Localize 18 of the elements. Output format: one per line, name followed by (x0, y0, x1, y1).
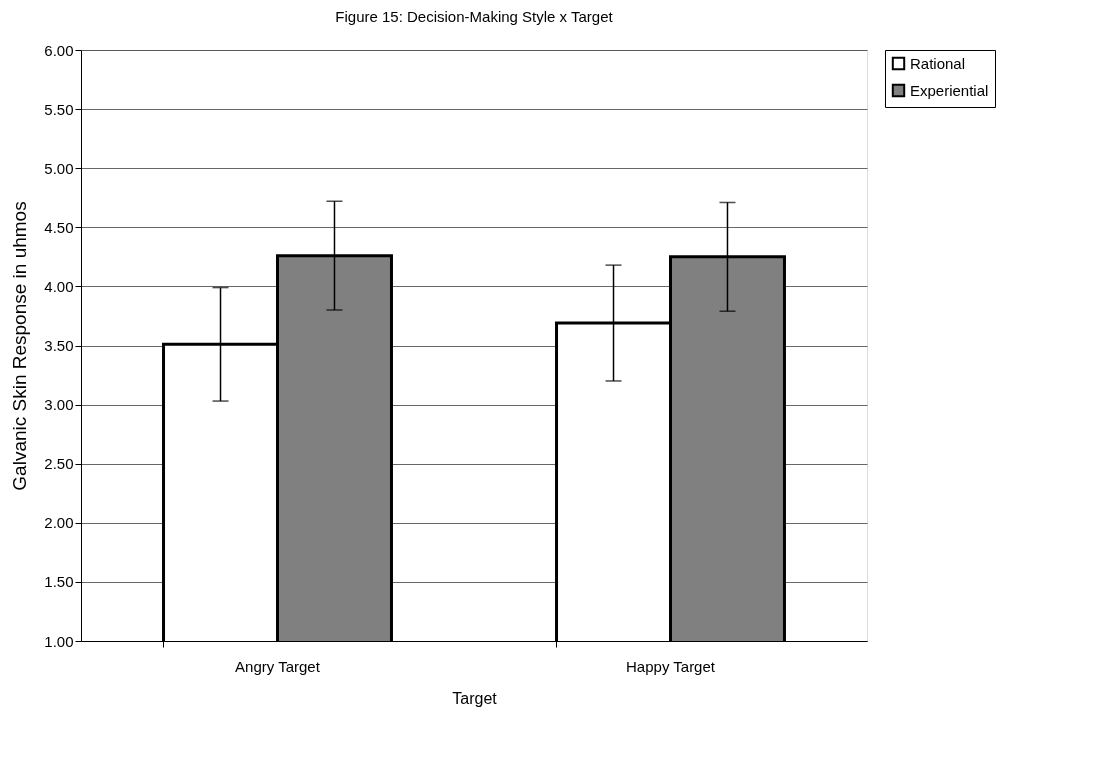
y-tick-label: 3.50 (44, 337, 74, 354)
y-axis-title: Galvanic Skin Response in uhmos (9, 201, 31, 491)
y-tick-label: 4.00 (44, 277, 74, 295)
y-tick-label: 5.00 (44, 159, 74, 177)
chart-title: Figure 15: Decision-Making Style x Target (335, 8, 614, 25)
y-tick-label: 2.50 (44, 455, 74, 473)
legend-label: Experiential (910, 81, 989, 99)
y-tick-label: 4.50 (44, 218, 74, 236)
y-tick-label: 1.00 (44, 632, 74, 650)
y-tick-label: 3.00 (44, 396, 74, 414)
y-tick-label: 1.50 (44, 573, 74, 591)
x-tick-label: Angry Target (235, 657, 321, 675)
legend-label: Rational (910, 54, 966, 72)
y-tick-label: 5.50 (44, 100, 74, 118)
x-tick-label: Happy Target (626, 657, 716, 675)
x-axis-title: Target (452, 689, 498, 707)
y-tick-label: 2.00 (44, 514, 74, 532)
y-tick-label: 6.00 (44, 41, 74, 59)
